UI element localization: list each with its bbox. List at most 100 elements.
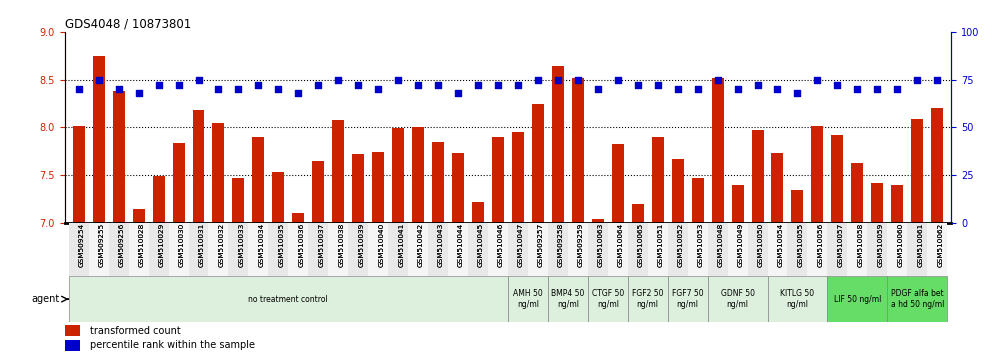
- Text: GSM510063: GSM510063: [598, 223, 604, 267]
- Text: LIF 50 ng/ml: LIF 50 ng/ml: [834, 295, 881, 304]
- Text: BMP4 50
ng/ml: BMP4 50 ng/ml: [551, 290, 585, 309]
- Text: GSM510033: GSM510033: [238, 223, 244, 267]
- Point: [649, 82, 665, 88]
- Bar: [69, 276, 508, 322]
- Bar: [667, 223, 687, 276]
- Text: GSM510064: GSM510064: [618, 223, 623, 267]
- Bar: [168, 223, 188, 276]
- Text: GSM510059: GSM510059: [877, 223, 883, 267]
- Point: [530, 77, 546, 82]
- Text: GSM509258: GSM509258: [558, 223, 564, 267]
- Bar: [293, 213, 305, 223]
- Text: GSM510048: GSM510048: [717, 223, 723, 267]
- Bar: [872, 183, 883, 223]
- Bar: [472, 202, 484, 223]
- Bar: [93, 56, 105, 223]
- Point: [629, 82, 645, 88]
- Bar: [691, 178, 703, 223]
- Text: GSM510036: GSM510036: [299, 223, 305, 267]
- Text: AMH 50
ng/ml: AMH 50 ng/ml: [513, 290, 543, 309]
- Bar: [232, 178, 244, 223]
- Bar: [748, 223, 768, 276]
- Bar: [707, 223, 727, 276]
- Point: [430, 82, 446, 88]
- Text: GSM510033: GSM510033: [238, 223, 244, 267]
- Text: GSM509259: GSM509259: [578, 223, 584, 267]
- Text: GSM509256: GSM509256: [119, 223, 124, 267]
- Text: GSM510061: GSM510061: [917, 223, 923, 267]
- Text: GSM509254: GSM509254: [79, 223, 85, 267]
- Text: GSM510059: GSM510059: [877, 223, 883, 267]
- Text: GSM510060: GSM510060: [897, 223, 903, 267]
- Bar: [252, 137, 264, 223]
- Text: GSM510063: GSM510063: [598, 223, 604, 267]
- Point: [790, 90, 806, 96]
- Bar: [532, 103, 544, 223]
- Bar: [887, 276, 947, 322]
- Bar: [128, 223, 148, 276]
- Text: FGF2 50
ng/ml: FGF2 50 ng/ml: [632, 290, 663, 309]
- Bar: [109, 223, 128, 276]
- Bar: [488, 223, 508, 276]
- Text: GSM510032: GSM510032: [218, 223, 224, 267]
- Text: agent: agent: [32, 294, 60, 304]
- Text: GSM510044: GSM510044: [458, 223, 464, 267]
- Point: [750, 82, 766, 88]
- Text: GSM510034: GSM510034: [258, 223, 264, 267]
- Bar: [911, 119, 923, 223]
- Text: GSM510040: GSM510040: [378, 223, 384, 267]
- Bar: [627, 276, 667, 322]
- Bar: [272, 172, 284, 223]
- Bar: [808, 223, 828, 276]
- Text: GSM510038: GSM510038: [339, 223, 345, 267]
- Bar: [172, 143, 184, 223]
- Text: GSM510030: GSM510030: [178, 223, 184, 267]
- Text: GSM510055: GSM510055: [798, 223, 804, 267]
- Text: GSM510028: GSM510028: [138, 223, 144, 267]
- Point: [210, 86, 226, 92]
- Point: [709, 77, 725, 82]
- Point: [351, 82, 367, 88]
- Text: GSM509255: GSM509255: [99, 223, 105, 267]
- Text: KITLG 50
ng/ml: KITLG 50 ng/ml: [781, 290, 815, 309]
- Bar: [832, 135, 844, 223]
- Point: [730, 86, 746, 92]
- Text: GSM510040: GSM510040: [378, 223, 384, 267]
- Bar: [432, 142, 444, 223]
- Bar: [828, 276, 887, 322]
- Text: GSM510045: GSM510045: [478, 223, 484, 267]
- Text: GSM510062: GSM510062: [937, 223, 943, 267]
- Bar: [468, 223, 488, 276]
- Text: GSM510034: GSM510034: [258, 223, 264, 267]
- Bar: [707, 276, 768, 322]
- Bar: [687, 223, 707, 276]
- Text: GSM510029: GSM510029: [158, 223, 164, 267]
- Text: GSM510051: GSM510051: [657, 223, 663, 267]
- Point: [190, 77, 206, 82]
- Bar: [69, 223, 89, 276]
- Text: GSM510065: GSM510065: [637, 223, 643, 267]
- Bar: [887, 223, 907, 276]
- Bar: [408, 223, 428, 276]
- Text: GSM510052: GSM510052: [677, 223, 683, 267]
- Point: [111, 86, 126, 92]
- Text: no treatment control: no treatment control: [248, 295, 329, 304]
- Bar: [927, 223, 947, 276]
- Bar: [388, 223, 408, 276]
- Bar: [349, 223, 369, 276]
- Text: GSM510043: GSM510043: [438, 223, 444, 267]
- Bar: [568, 223, 588, 276]
- Bar: [208, 223, 228, 276]
- Bar: [792, 190, 804, 223]
- Bar: [65, 325, 80, 336]
- Text: GSM510042: GSM510042: [418, 223, 424, 267]
- Bar: [931, 108, 943, 223]
- Point: [410, 82, 426, 88]
- Text: GSM510041: GSM510041: [398, 223, 404, 267]
- Point: [550, 77, 566, 82]
- Text: CTGF 50
ng/ml: CTGF 50 ng/ml: [592, 290, 623, 309]
- Point: [250, 82, 266, 88]
- Text: GSM510035: GSM510035: [278, 223, 285, 267]
- Text: GSM510062: GSM510062: [937, 223, 943, 267]
- Text: GDS4048 / 10873801: GDS4048 / 10873801: [65, 18, 191, 31]
